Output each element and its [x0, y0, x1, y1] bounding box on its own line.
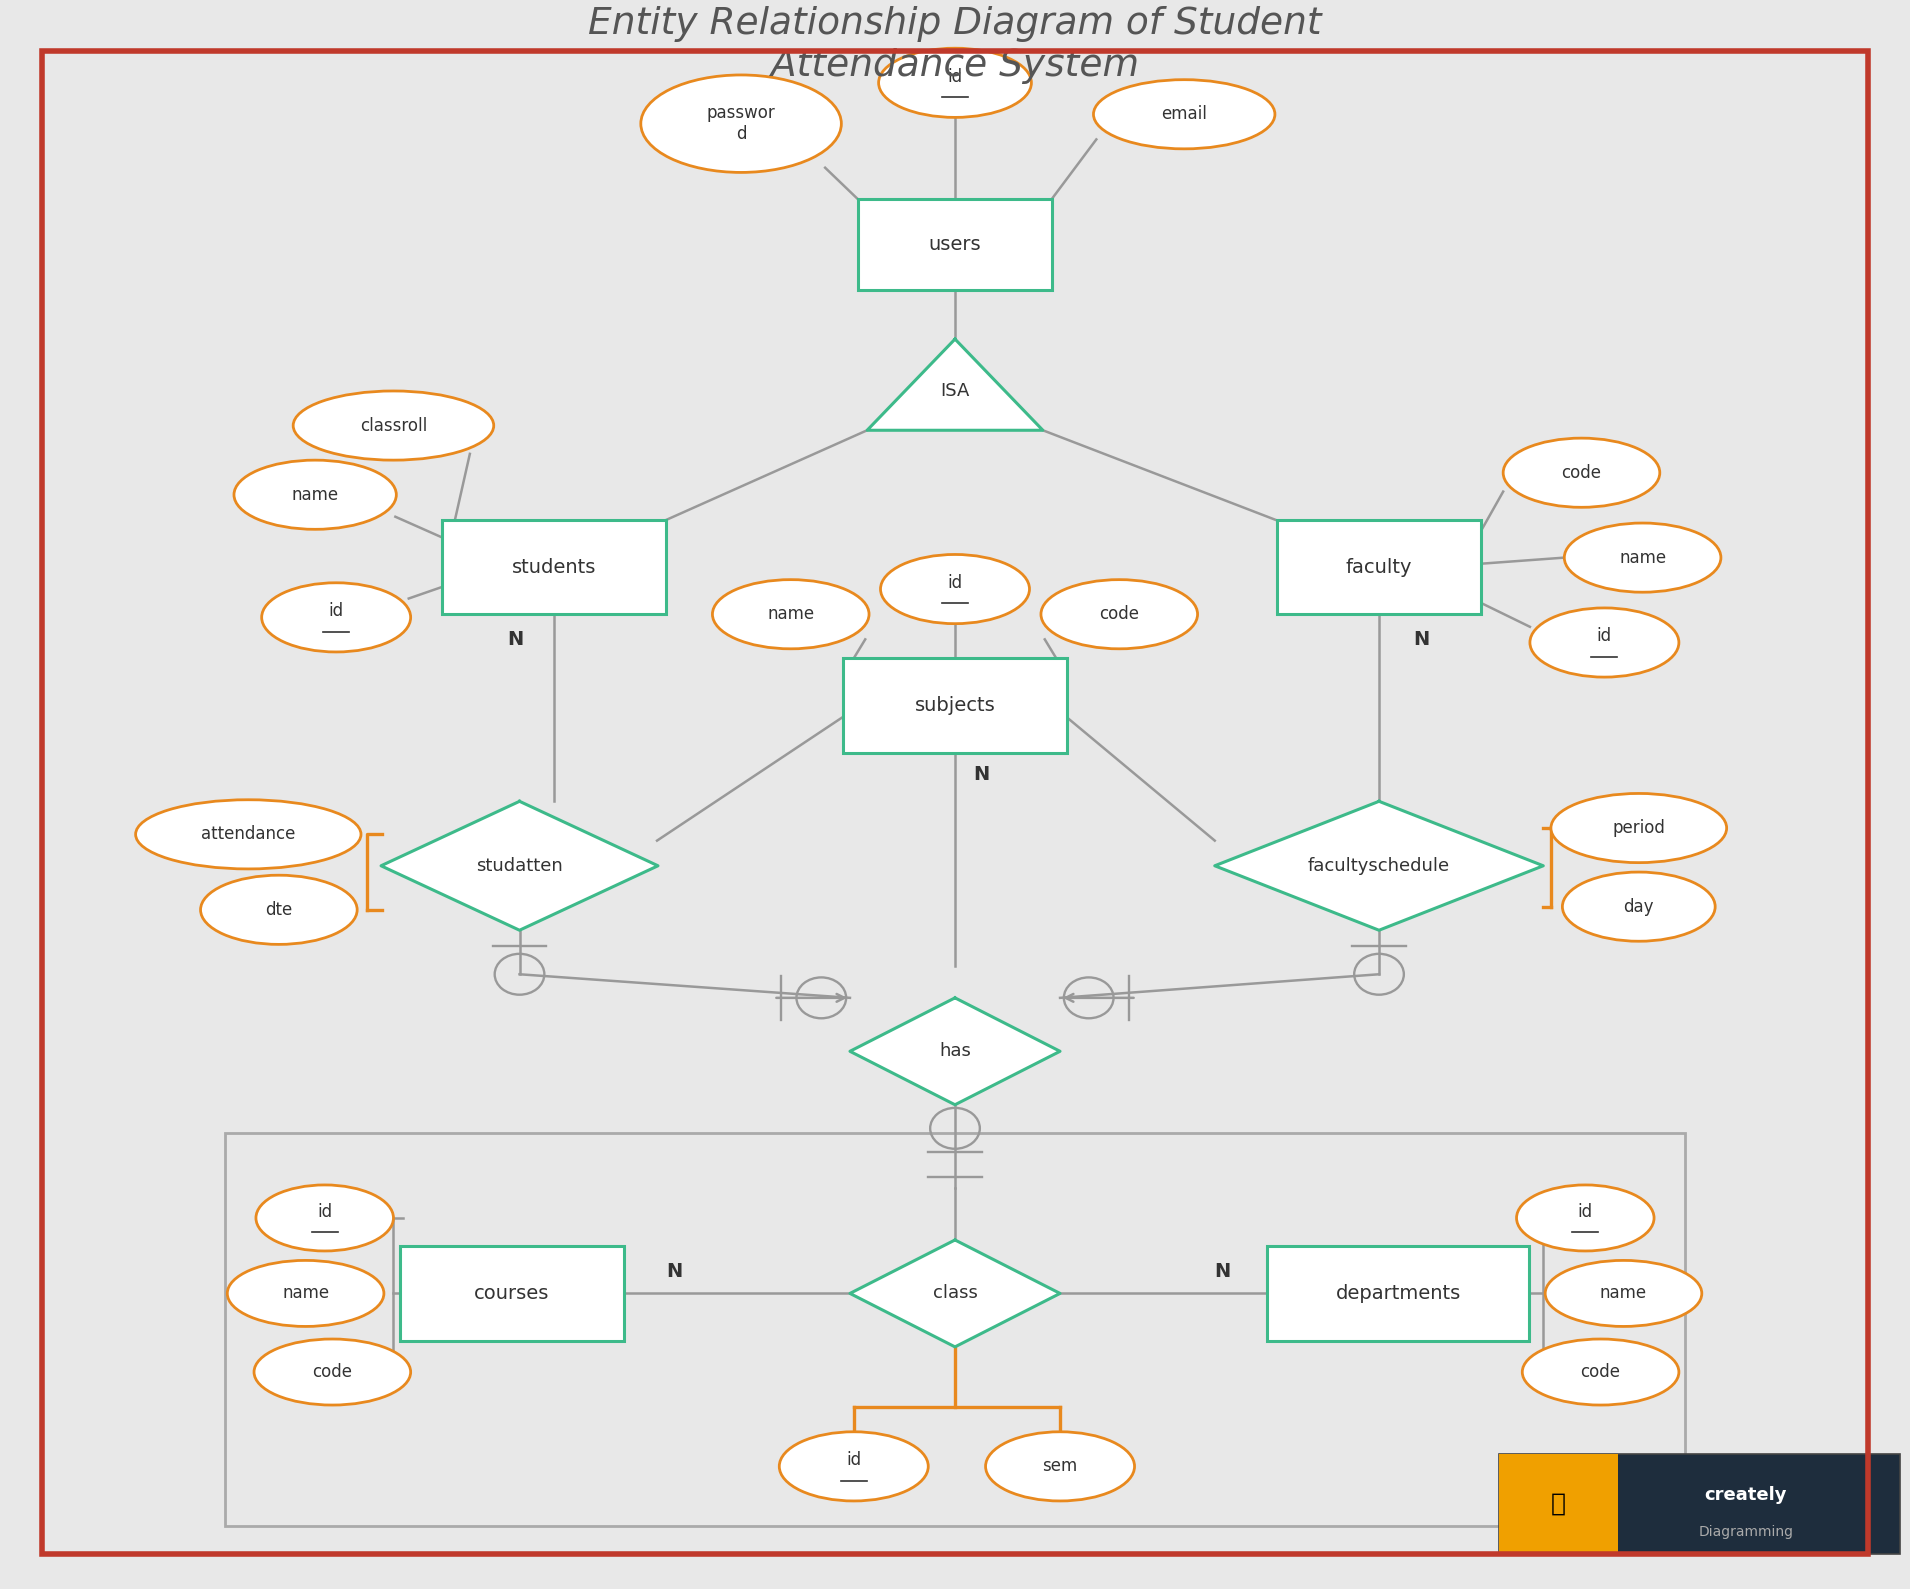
Text: departments: departments [1335, 1284, 1461, 1303]
FancyBboxPatch shape [1499, 1454, 1900, 1554]
Ellipse shape [294, 391, 495, 461]
Text: code: code [1100, 605, 1138, 623]
Ellipse shape [1094, 79, 1276, 149]
Polygon shape [382, 801, 657, 930]
Text: 💡: 💡 [1551, 1492, 1566, 1516]
Ellipse shape [1522, 1340, 1679, 1405]
Text: ISA: ISA [940, 381, 970, 400]
Ellipse shape [254, 1340, 411, 1405]
Ellipse shape [262, 583, 411, 651]
Text: name: name [768, 605, 814, 623]
Ellipse shape [1564, 523, 1721, 593]
Ellipse shape [712, 580, 869, 648]
Text: id: id [947, 574, 963, 591]
Text: code: code [1581, 1363, 1620, 1381]
Text: N: N [974, 764, 989, 783]
Text: code: code [1562, 464, 1601, 481]
Ellipse shape [1530, 609, 1679, 677]
Text: subjects: subjects [915, 696, 995, 715]
Text: day: day [1624, 898, 1654, 915]
Text: courses: courses [474, 1284, 550, 1303]
Text: id: id [1578, 1203, 1593, 1220]
Text: id: id [947, 67, 963, 86]
Text: classroll: classroll [359, 416, 428, 434]
Ellipse shape [642, 75, 840, 173]
Text: id: id [1597, 628, 1612, 645]
Ellipse shape [136, 799, 361, 869]
FancyBboxPatch shape [858, 199, 1052, 291]
Ellipse shape [1041, 580, 1198, 648]
Text: name: name [1620, 548, 1666, 567]
Text: Entity Relationship Diagram of Student
Attendance System: Entity Relationship Diagram of Student A… [588, 6, 1322, 84]
Text: has: has [940, 1042, 970, 1060]
FancyBboxPatch shape [443, 520, 667, 615]
Text: passwor
d: passwor d [707, 105, 775, 143]
Text: id: id [846, 1451, 861, 1470]
Ellipse shape [227, 1260, 384, 1327]
Ellipse shape [1517, 1185, 1654, 1251]
FancyBboxPatch shape [844, 658, 1066, 753]
FancyBboxPatch shape [1499, 1454, 1618, 1554]
Text: id: id [317, 1203, 332, 1220]
Text: Diagramming: Diagramming [1698, 1525, 1793, 1540]
FancyBboxPatch shape [401, 1246, 625, 1341]
FancyBboxPatch shape [1276, 520, 1482, 615]
Text: dte: dte [265, 901, 292, 918]
Text: faculty: faculty [1347, 558, 1411, 577]
FancyBboxPatch shape [1268, 1246, 1530, 1341]
Ellipse shape [1562, 872, 1715, 941]
Text: facultyschedule: facultyschedule [1308, 856, 1450, 876]
Text: id: id [329, 602, 344, 620]
Text: sem: sem [1043, 1457, 1077, 1475]
Polygon shape [850, 1239, 1060, 1347]
Text: creately: creately [1704, 1486, 1788, 1503]
Ellipse shape [879, 48, 1031, 118]
Ellipse shape [256, 1185, 393, 1251]
Ellipse shape [881, 555, 1029, 623]
Text: N: N [667, 1262, 682, 1281]
Ellipse shape [1551, 793, 1727, 863]
Text: name: name [292, 486, 338, 504]
Ellipse shape [1545, 1260, 1702, 1327]
Ellipse shape [201, 876, 357, 944]
Text: name: name [283, 1284, 329, 1303]
Text: period: period [1612, 818, 1666, 837]
Text: attendance: attendance [201, 825, 296, 844]
Polygon shape [867, 338, 1043, 431]
Text: users: users [928, 235, 982, 254]
Ellipse shape [1503, 439, 1660, 507]
Text: students: students [512, 558, 596, 577]
Text: N: N [1413, 629, 1429, 648]
Text: N: N [508, 629, 523, 648]
Polygon shape [1215, 801, 1543, 930]
Ellipse shape [986, 1432, 1135, 1502]
Text: name: name [1601, 1284, 1646, 1303]
Text: N: N [1215, 1262, 1230, 1281]
Text: studatten: studatten [476, 856, 563, 876]
Text: class: class [932, 1284, 978, 1303]
Text: email: email [1161, 105, 1207, 124]
Text: code: code [313, 1363, 351, 1381]
Ellipse shape [779, 1432, 928, 1502]
Polygon shape [850, 998, 1060, 1104]
Ellipse shape [233, 461, 397, 529]
